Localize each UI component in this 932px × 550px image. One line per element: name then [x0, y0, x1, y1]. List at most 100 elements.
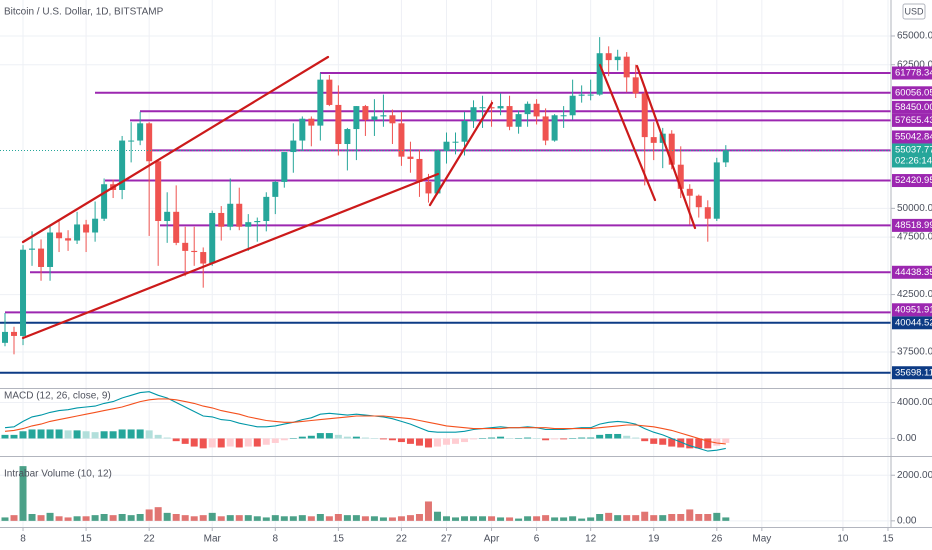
- volume-bar: [479, 516, 487, 521]
- macd-histogram-bar: [271, 438, 279, 443]
- macd-histogram-bar: [280, 438, 288, 441]
- candle-body: [227, 203, 234, 227]
- level-label: 60056.05: [895, 87, 932, 98]
- macd-histogram-bar: [226, 438, 234, 447]
- level-badge: [892, 86, 932, 100]
- macd-histogram-bar: [596, 434, 604, 439]
- volume-bar: [163, 512, 171, 521]
- macd-histogram-bar: [1, 434, 9, 439]
- macd-histogram-bar: [145, 430, 153, 439]
- macd-histogram-bar: [181, 438, 189, 444]
- volume-bar: [307, 516, 315, 521]
- volume-bar: [397, 516, 405, 521]
- candle-body: [614, 56, 621, 61]
- volume-bar: [325, 516, 333, 521]
- level-label: 48518.99: [895, 220, 932, 231]
- candle-body: [74, 224, 81, 241]
- volume-bar: [235, 515, 243, 521]
- macd-histogram-bar: [262, 438, 270, 445]
- level-badge: [892, 100, 932, 114]
- candle-body: [407, 156, 414, 159]
- macd-histogram-bar: [569, 438, 577, 439]
- macd-histogram-bar: [244, 438, 252, 447]
- x-tick-label: 22: [144, 534, 156, 545]
- level-badge: [892, 66, 932, 80]
- macd-histogram-bar: [118, 429, 126, 439]
- volume-bar: [271, 515, 279, 521]
- macd-histogram-bar: [334, 434, 342, 439]
- candle-body: [263, 196, 270, 222]
- level-badge: [892, 366, 932, 380]
- volume-bar: [64, 517, 72, 521]
- candle-body: [650, 137, 657, 143]
- volume-bar: [379, 517, 387, 521]
- x-tick-label: 19: [648, 534, 660, 545]
- macd-histogram-bar: [560, 438, 568, 440]
- volume-bar: [506, 517, 514, 521]
- volume-bar: [109, 515, 117, 521]
- macd-histogram-bar: [343, 436, 351, 439]
- candle-body: [416, 158, 423, 182]
- macd-histogram-bar: [533, 438, 541, 439]
- volume-bar: [406, 515, 414, 521]
- macd-histogram-bar: [37, 429, 45, 439]
- volume-bar: [334, 514, 342, 521]
- x-tick-label: 15: [333, 534, 345, 545]
- candle-body: [2, 331, 8, 343]
- candle-body: [92, 218, 99, 233]
- candle-body: [191, 250, 198, 253]
- volume-bar: [199, 515, 207, 521]
- macd-histogram-bar: [100, 431, 108, 439]
- candle-body: [164, 211, 171, 222]
- y-tick-label: 62500.00: [897, 59, 932, 70]
- last-price-label: 55037.77: [895, 144, 932, 155]
- macd-histogram-bar: [127, 429, 135, 439]
- x-tick-label: Mar: [204, 534, 222, 545]
- volume-bar: [551, 517, 559, 521]
- macd-histogram-bar: [551, 438, 559, 440]
- macd-histogram-bar: [316, 433, 324, 439]
- candle-body: [119, 140, 126, 190]
- candle-body: [83, 224, 90, 233]
- macd-histogram-bar: [686, 438, 694, 449]
- candle-body: [488, 107, 495, 109]
- countdown-label: 02:26:14: [895, 155, 932, 166]
- volume-bar: [524, 516, 532, 521]
- candle-body: [686, 188, 693, 196]
- volume-bar: [55, 516, 63, 521]
- macd-histogram-bar: [497, 436, 505, 439]
- macd-histogram-bar: [578, 437, 586, 439]
- volume-bar: [127, 515, 135, 521]
- candle-body: [560, 115, 567, 117]
- candle-body: [29, 248, 36, 250]
- candle-body: [434, 150, 441, 194]
- macd-histogram-bar: [217, 438, 225, 448]
- macd-histogram-bar: [172, 438, 180, 442]
- candle-body: [65, 238, 72, 241]
- candle-body: [317, 79, 324, 126]
- volume-bar: [713, 512, 721, 521]
- macd-histogram-bar: [82, 431, 90, 439]
- currency-badge[interactable]: [902, 3, 926, 20]
- macd-histogram-bar: [614, 433, 622, 439]
- candle-body: [326, 79, 333, 105]
- volume-bar: [208, 512, 216, 521]
- level-badge: [892, 265, 932, 279]
- candle-body: [254, 221, 261, 223]
- volume-bar: [424, 501, 432, 521]
- candle-body: [524, 103, 531, 115]
- volume-bar: [587, 517, 595, 521]
- macd-histogram-bar: [208, 438, 216, 448]
- x-tick-label: 10: [837, 534, 849, 545]
- currency-label[interactable]: USD: [904, 6, 924, 16]
- x-tick-label: 27: [441, 534, 453, 545]
- macd-histogram-bar: [424, 438, 432, 448]
- macd-histogram-bar: [524, 437, 532, 439]
- plot-area: [0, 37, 891, 521]
- volume-bar: [136, 514, 144, 521]
- candle-body: [20, 249, 27, 336]
- volume-bar: [1, 517, 9, 521]
- macd-histogram-bar: [73, 430, 81, 439]
